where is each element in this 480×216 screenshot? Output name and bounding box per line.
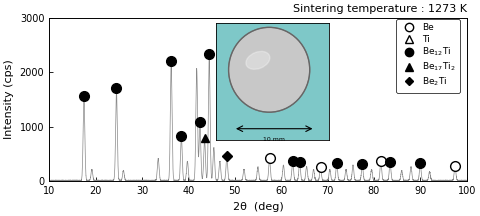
Text: Sintering temperature : 1273 K: Sintering temperature : 1273 K [293,4,467,14]
Legend: Be, Ti, Be$_{12}$Ti, Be$_{17}$Ti$_2$, Be$_2$Ti: Be, Ti, Be$_{12}$Ti, Be$_{17}$Ti$_2$, Be… [396,19,460,92]
X-axis label: 2θ  (deg): 2θ (deg) [232,202,283,212]
Y-axis label: Intensity (cps): Intensity (cps) [4,60,14,140]
